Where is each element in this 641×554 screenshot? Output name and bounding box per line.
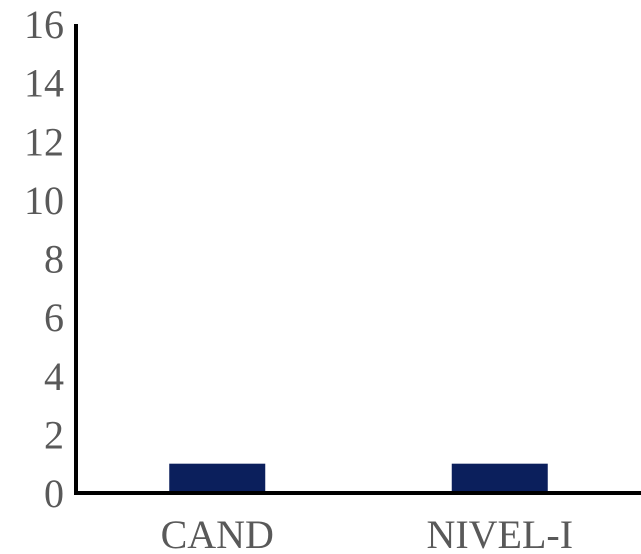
x-axis-labels: CAND NIVEL-I bbox=[161, 512, 573, 554]
y-tick-label: 4 bbox=[44, 354, 64, 399]
y-tick-label: 0 bbox=[44, 471, 64, 516]
bar-cand bbox=[169, 463, 266, 493]
x-category-label: NIVEL-I bbox=[426, 512, 573, 554]
y-tick-label: 8 bbox=[44, 237, 64, 282]
y-tick-label: 14 bbox=[24, 61, 64, 106]
y-tick-label: 10 bbox=[24, 178, 64, 223]
y-tick-label: 6 bbox=[44, 295, 64, 340]
x-category-label: CAND bbox=[161, 512, 274, 554]
y-tick-label: 12 bbox=[24, 119, 64, 164]
y-axis-ticks: 0 2 4 6 8 10 12 14 16 bbox=[24, 2, 64, 516]
y-tick-label: 2 bbox=[44, 412, 64, 457]
bars bbox=[169, 463, 548, 493]
y-tick-label: 16 bbox=[24, 2, 64, 47]
bar-nivel-i bbox=[451, 463, 548, 493]
